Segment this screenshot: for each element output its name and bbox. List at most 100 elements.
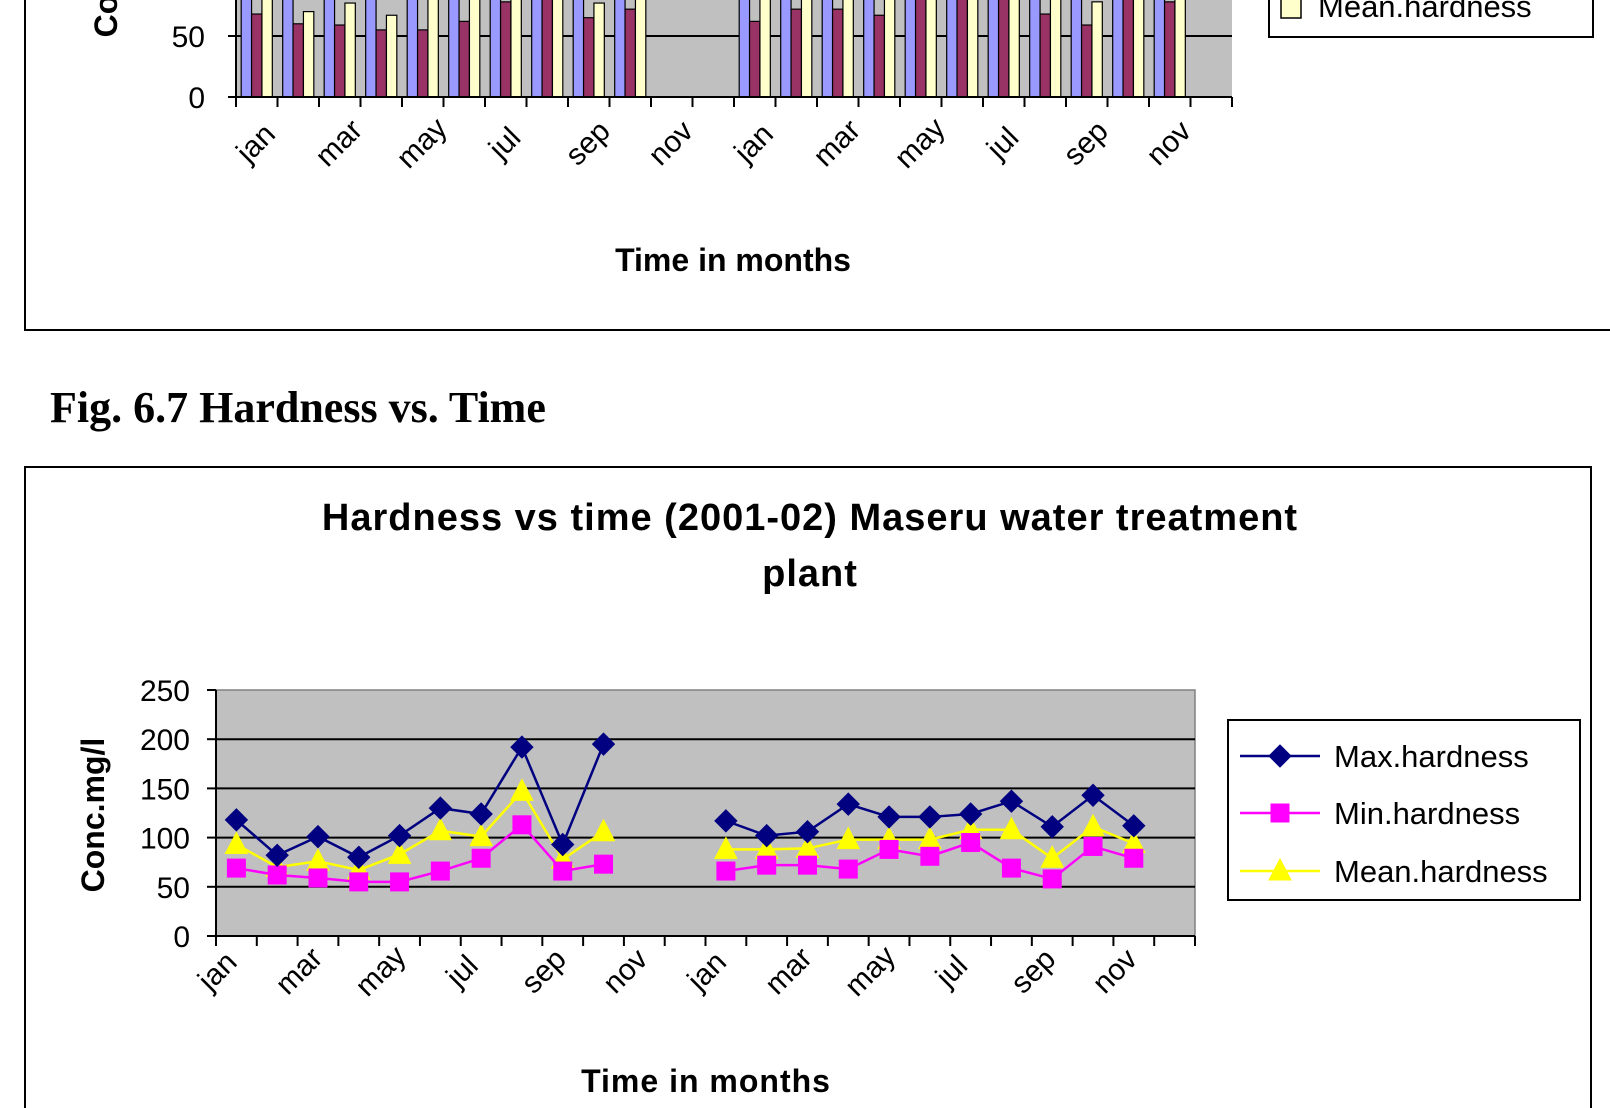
series-point-max-hardness <box>918 805 942 829</box>
top-bar-max <box>780 0 792 98</box>
bottom-y-axis-title: Conc.mg/l <box>75 738 111 893</box>
top-bar-min <box>1122 0 1135 98</box>
top-bar-max <box>987 0 1000 98</box>
series-point-min-hardness <box>1124 848 1144 868</box>
series-point-mean-hardness <box>1081 813 1105 837</box>
top-bar-min <box>582 17 595 98</box>
series-line-mean-hardness <box>235 789 605 872</box>
series-point-max-hardness <box>877 805 901 829</box>
top-bar-max <box>448 0 460 98</box>
series-point-max-hardness <box>347 845 371 869</box>
top-bar-mean <box>593 2 605 98</box>
bottom-y-tick-label: 250 <box>140 675 190 708</box>
top-bar-max <box>614 0 626 98</box>
series-point-max-hardness <box>958 802 983 826</box>
series-point-mean-hardness <box>714 836 738 859</box>
top-bar-mean <box>261 0 273 98</box>
series-point-mean-hardness <box>387 841 412 864</box>
top-x-axis <box>235 0 1233 107</box>
top-bar-min <box>333 24 346 98</box>
top-bars-group <box>240 0 1186 98</box>
series-line-min-hardness <box>236 823 604 884</box>
top-bar-min <box>956 0 969 98</box>
top-bar-mean <box>302 11 315 98</box>
top-bar-mean <box>1049 0 1062 98</box>
top-bar-chart: 050 jan mar may jul sep nov jan mar may jul sep nov… <box>24 0 1610 331</box>
top-bar-max <box>738 0 751 98</box>
top-y-tick-label: 0 <box>188 82 205 115</box>
top-bar-max <box>365 0 377 98</box>
top-bar-max <box>821 0 834 98</box>
chart-title-line-2: plant <box>762 553 858 595</box>
series-point-max-hardness <box>265 843 289 868</box>
legend-marker-max-hardness <box>1268 744 1292 768</box>
chart-title-line-1: Hardness vs time (2001-02) Maseru water … <box>322 497 1298 539</box>
top-bar-min <box>292 23 305 98</box>
top-bar-mean <box>842 0 854 98</box>
series-point-max-hardness <box>754 823 779 848</box>
top-bar-max <box>946 0 958 98</box>
series-point-min-hardness <box>226 858 246 878</box>
series-point-max-hardness <box>551 832 575 857</box>
top-bar-mean <box>468 0 481 98</box>
top-bar-min <box>1163 1 1176 98</box>
top-bar-max <box>489 0 502 98</box>
series-point-mean-hardness <box>224 831 249 854</box>
legend-label-mean-hardness: Mean.hardness <box>1334 854 1548 889</box>
series-point-min-hardness <box>716 861 736 881</box>
series-point-min-hardness <box>349 872 369 892</box>
top-bar-mean <box>1008 0 1020 98</box>
top-y-tick-label: 50 <box>172 21 205 54</box>
series-point-min-hardness <box>308 868 328 888</box>
bottom-y-tick-label: 150 <box>140 773 190 806</box>
top-bar-min <box>873 14 886 98</box>
series-point-max-hardness <box>387 823 412 848</box>
top-bar-min <box>250 13 263 98</box>
series-point-min-hardness <box>594 854 614 874</box>
top-bar-mean <box>759 0 771 98</box>
top-bar-mean <box>925 0 937 98</box>
top-bar-max <box>1153 0 1166 98</box>
series-point-min-hardness <box>879 839 899 859</box>
top-bar-min <box>1080 24 1093 98</box>
top-bar-min <box>499 1 512 98</box>
bottom-legend: Max.hardness Min.hardness Mean.hardness <box>1240 739 1548 889</box>
legend-marker-mean-hardness <box>1268 857 1292 881</box>
bottom-y-tick-label: 0 <box>173 921 190 954</box>
top-bar-max <box>863 0 875 98</box>
legend-marker-min-hardness <box>1270 803 1290 823</box>
bottom-gridlines <box>216 738 1195 888</box>
top-bar-mean <box>551 0 564 98</box>
top-bar-mean <box>1174 0 1186 98</box>
figure-caption: Fig. 6.7 Hardness vs. Time <box>50 383 546 432</box>
series-point-min-hardness <box>838 859 858 879</box>
series-line-max-hardness <box>235 743 605 859</box>
top-bar-max <box>1112 0 1124 98</box>
series-point-max-hardness <box>306 824 330 849</box>
top-bar-min <box>541 0 554 98</box>
top-x-axis-title: Time in months <box>615 242 851 278</box>
series-point-min-hardness <box>1042 869 1062 889</box>
top-bar-min <box>790 8 803 98</box>
top-bar-mean <box>385 14 398 98</box>
bottom-x-axis-title: Time in months <box>581 1063 831 1099</box>
series-point-max-hardness <box>428 796 453 820</box>
top-legend-mean-swatch <box>1280 0 1302 19</box>
series-point-max-hardness <box>1040 815 1064 839</box>
top-bar-max <box>240 0 253 98</box>
series-point-min-hardness <box>471 848 491 868</box>
top-y-ticks: 0 50 <box>172 21 236 115</box>
series-point-min-hardness <box>390 872 410 892</box>
top-bar-min <box>831 8 844 98</box>
series-point-min-hardness <box>1083 836 1103 856</box>
bottom-y-tick-labels: 0 50 100 150 200 250 <box>140 675 216 954</box>
top-bar-max <box>406 0 419 98</box>
series-point-mean-hardness <box>469 823 493 847</box>
series-point-max-hardness <box>591 732 616 756</box>
series-point-min-hardness <box>961 833 981 853</box>
top-bar-max <box>572 0 585 98</box>
series-point-max-hardness <box>469 802 493 826</box>
series-point-min-hardness <box>1001 858 1021 878</box>
series-point-mean-hardness <box>999 816 1024 840</box>
